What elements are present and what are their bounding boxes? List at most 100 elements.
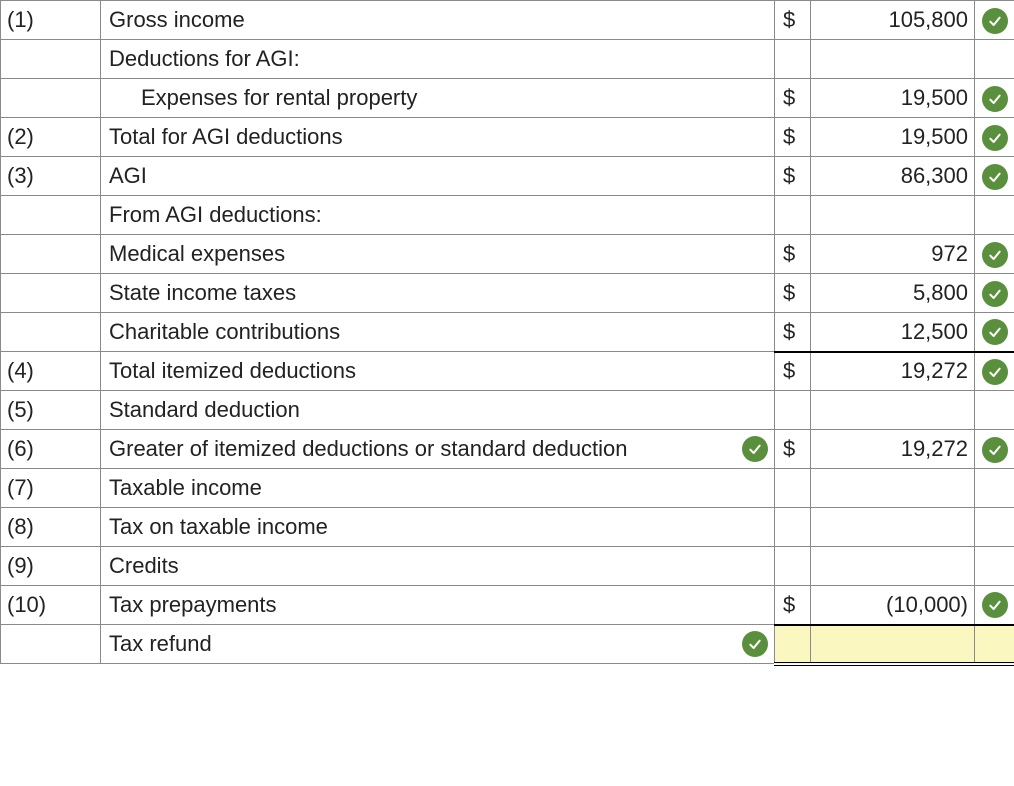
line-description-text: Standard deduction <box>109 397 300 422</box>
line-description: Greater of itemized deductions or standa… <box>101 430 775 469</box>
amount-check-cell <box>975 469 1014 508</box>
line-number: (1) <box>1 1 101 40</box>
amount-value <box>811 391 975 430</box>
amount-value: 19,272 <box>811 352 975 391</box>
line-number <box>1 313 101 352</box>
amount-check-cell <box>975 196 1014 235</box>
table-row: (2)Total for AGI deductions$19,500 <box>1 118 1014 157</box>
check-icon <box>982 359 1008 385</box>
line-description-text: Total itemized deductions <box>109 358 356 383</box>
currency-symbol <box>775 469 811 508</box>
amount-value <box>811 469 975 508</box>
amount-value <box>811 625 975 664</box>
line-number: (10) <box>1 586 101 625</box>
amount-value: 19,272 <box>811 430 975 469</box>
table-row: Charitable contributions$12,500 <box>1 313 1014 352</box>
table-row: (10) Tax prepayments $(10,000) <box>1 586 1014 625</box>
line-description: Total itemized deductions <box>101 352 775 391</box>
line-number <box>1 40 101 79</box>
line-number <box>1 196 101 235</box>
amount-check-cell <box>975 586 1014 625</box>
currency-symbol: $ <box>775 586 811 625</box>
amount-value: (10,000) <box>811 586 975 625</box>
amount-check-cell <box>975 352 1014 391</box>
table-row: (4)Total itemized deductions$19,272 <box>1 352 1014 391</box>
currency-symbol: $ <box>775 1 811 40</box>
amount-check-cell <box>975 313 1014 352</box>
line-number: (8) <box>1 508 101 547</box>
amount-value: 19,500 <box>811 118 975 157</box>
check-icon <box>982 125 1008 151</box>
line-description-text: Tax prepayments <box>109 592 277 617</box>
amount-value <box>811 40 975 79</box>
line-description: Tax on taxable income <box>101 508 775 547</box>
amount-value: 5,800 <box>811 274 975 313</box>
line-description: Deductions for AGI: <box>101 40 775 79</box>
amount-value: 105,800 <box>811 1 975 40</box>
line-number: (7) <box>1 469 101 508</box>
line-description: Taxable income <box>101 469 775 508</box>
line-description: Total for AGI deductions <box>101 118 775 157</box>
amount-check-cell <box>975 235 1014 274</box>
line-number: (5) <box>1 391 101 430</box>
line-description-text: Credits <box>109 553 179 578</box>
currency-symbol <box>775 508 811 547</box>
table-row: (9) Credits <box>1 547 1014 586</box>
line-number: (2) <box>1 118 101 157</box>
line-number: (6) <box>1 430 101 469</box>
currency-symbol <box>775 196 811 235</box>
line-description-text: Medical expenses <box>109 241 285 266</box>
currency-symbol: $ <box>775 157 811 196</box>
amount-check-cell <box>975 157 1014 196</box>
line-description-text: Deductions for AGI: <box>109 46 300 71</box>
table-row: Expenses for rental property$19,500 <box>1 79 1014 118</box>
check-icon <box>982 319 1008 345</box>
currency-symbol: $ <box>775 352 811 391</box>
line-description: Tax refund <box>101 625 775 664</box>
check-icon <box>742 631 768 657</box>
line-description-text: Tax refund <box>109 631 212 656</box>
line-description-text: AGI <box>109 163 147 188</box>
line-description: Medical expenses <box>101 235 775 274</box>
amount-value <box>811 508 975 547</box>
line-description-text: Tax on taxable income <box>109 514 328 539</box>
amount-check-cell <box>975 430 1014 469</box>
line-description: AGI <box>101 157 775 196</box>
line-description-text: State income taxes <box>109 280 296 305</box>
table-row: State income taxes$5,800 <box>1 274 1014 313</box>
currency-symbol <box>775 547 811 586</box>
table-row: From AGI deductions: <box>1 196 1014 235</box>
currency-symbol <box>775 625 811 664</box>
line-description: From AGI deductions: <box>101 196 775 235</box>
amount-check-cell <box>975 625 1014 664</box>
table-row: (5) Standard deduction <box>1 391 1014 430</box>
line-description-text: Gross income <box>109 7 245 32</box>
line-description-text: From AGI deductions: <box>109 202 322 227</box>
amount-check-cell <box>975 79 1014 118</box>
line-number: (9) <box>1 547 101 586</box>
line-number <box>1 274 101 313</box>
amount-check-cell <box>975 508 1014 547</box>
table-row: (8) Tax on taxable income <box>1 508 1014 547</box>
line-description: Expenses for rental property <box>101 79 775 118</box>
currency-symbol: $ <box>775 235 811 274</box>
amount-value: 86,300 <box>811 157 975 196</box>
line-description: Gross income <box>101 1 775 40</box>
amount-check-cell <box>975 40 1014 79</box>
line-description-text: Greater of itemized deductions or standa… <box>109 436 628 461</box>
check-icon <box>982 281 1008 307</box>
line-description: Standard deduction <box>101 391 775 430</box>
table-row: (7) Taxable income <box>1 469 1014 508</box>
currency-symbol: $ <box>775 430 811 469</box>
line-number <box>1 625 101 664</box>
line-description-text: Taxable income <box>109 475 262 500</box>
line-number: (3) <box>1 157 101 196</box>
table-row: (6) Greater of itemized deductions or sta… <box>1 430 1014 469</box>
amount-value <box>811 547 975 586</box>
line-description: Tax prepayments <box>101 586 775 625</box>
line-description-text: Total for AGI deductions <box>109 124 343 149</box>
currency-symbol <box>775 40 811 79</box>
line-description: State income taxes <box>101 274 775 313</box>
amount-value: 19,500 <box>811 79 975 118</box>
amount-check-cell <box>975 547 1014 586</box>
